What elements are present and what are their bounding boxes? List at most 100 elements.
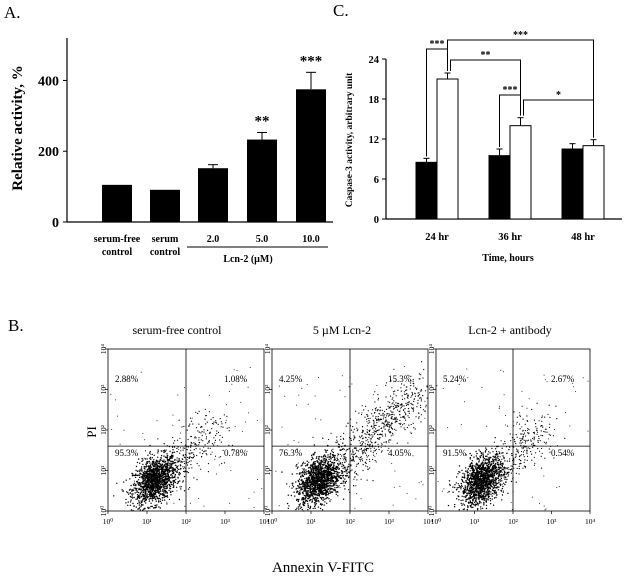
flow-scatter-point xyxy=(171,475,173,477)
flow-scatter-point xyxy=(156,488,158,490)
flow-scatter-point xyxy=(219,434,221,437)
flow-scatter-point xyxy=(139,462,141,464)
flow-scatter-point xyxy=(307,491,309,493)
panel-a-y-axis-label: Relative activity, % xyxy=(10,65,26,190)
flow-scatter-point xyxy=(508,449,510,451)
flow-scatter-point xyxy=(363,409,365,411)
flow-scatter-point xyxy=(422,409,424,411)
flow-y-tick-label: 10¹ xyxy=(263,466,272,476)
flow-quadrant-lower-left: 76.3% xyxy=(279,448,303,458)
flow-scatter-point xyxy=(418,395,420,397)
flow-scatter-point xyxy=(261,488,263,490)
flow-scatter-point xyxy=(388,426,391,428)
flow-scatter-point xyxy=(341,462,343,464)
flow-scatter-point xyxy=(159,492,161,495)
flow-scatter-point xyxy=(324,489,327,492)
flow-scatter-point xyxy=(145,491,147,494)
flow-scatter-point xyxy=(417,392,419,394)
flow-scatter-point xyxy=(321,465,323,468)
flow-quadrant-lower-left: 95.3% xyxy=(115,448,139,458)
flow-scatter-point xyxy=(342,477,344,479)
flow-scatter-point xyxy=(493,493,495,495)
flow-scatter-point xyxy=(152,478,154,480)
flow-scatter-point xyxy=(304,498,306,500)
flow-scatter-point xyxy=(465,481,467,483)
flow-scatter-point xyxy=(297,485,299,487)
flow-scatter-point xyxy=(458,509,460,511)
flow-scatter-point xyxy=(187,446,189,448)
flow-scatter-point xyxy=(334,477,336,479)
flow-scatter-point xyxy=(165,449,167,451)
flow-scatter-point xyxy=(162,476,165,478)
flow-scatter-point xyxy=(214,455,217,457)
flow-scatter-point xyxy=(320,462,323,464)
flow-scatter-point xyxy=(143,498,145,500)
flow-scatter-point xyxy=(173,462,175,464)
flow-scatter-point xyxy=(495,450,498,453)
flow-scatter-point xyxy=(335,473,338,475)
flow-scatter-point xyxy=(312,458,314,460)
flow-scatter-point xyxy=(167,461,169,463)
flow-scatter-point xyxy=(350,429,353,431)
flow-scatter-point xyxy=(152,484,154,486)
flow-scatter-point xyxy=(371,442,373,444)
flow-scatter-point xyxy=(411,393,414,395)
flow-scatter-point xyxy=(339,462,342,464)
flow-scatter-point xyxy=(379,409,381,411)
flow-scatter-point xyxy=(322,499,324,502)
flow-scatter-point xyxy=(303,468,305,470)
flow-scatter-point xyxy=(318,475,320,477)
flow-scatter-point xyxy=(301,464,303,466)
flow-scatter-point xyxy=(366,421,368,423)
flow-scatter-point xyxy=(159,460,161,462)
flow-scatter-point xyxy=(492,462,495,464)
flow-scatter-point xyxy=(424,400,426,402)
flow-scatter-point xyxy=(333,463,335,465)
flow-scatter-point xyxy=(208,394,210,396)
flow-scatter-point xyxy=(321,472,324,474)
flow-scatter-point xyxy=(162,471,165,473)
flow-scatter-point xyxy=(166,478,168,480)
flow-scatter-point xyxy=(205,423,207,425)
flow-scatter-point xyxy=(176,439,179,441)
flow-y-tick-label: 10⁰ xyxy=(427,506,436,517)
flow-scatter-point xyxy=(145,496,148,498)
flow-scatter-point xyxy=(393,414,395,416)
flow-scatter-point xyxy=(201,434,203,437)
flow-scatter-point xyxy=(183,490,186,492)
flow-scatter-point xyxy=(487,453,489,455)
flow-scatter-point xyxy=(151,494,153,497)
flow-scatter-point xyxy=(413,400,415,402)
flow-scatter-point xyxy=(230,470,232,471)
flow-scatter-point xyxy=(493,475,495,477)
flow-scatter-point xyxy=(333,481,335,483)
flow-scatter-point xyxy=(366,429,368,431)
flow-scatter-point xyxy=(191,457,194,459)
flow-scatter-point xyxy=(153,494,155,497)
flow-scatter-point xyxy=(318,490,321,492)
flow-scatter-point xyxy=(318,472,321,474)
flow-scatter-point xyxy=(323,467,325,469)
flow-scatter-point xyxy=(139,506,141,509)
flow-scatter-point xyxy=(313,488,315,491)
flow-scatter-point xyxy=(292,486,295,488)
flow-scatter-point xyxy=(194,437,196,439)
flow-scatter-point xyxy=(136,461,139,464)
flow-scatter-point xyxy=(166,465,169,467)
flow-x-tick-label: 10⁴ xyxy=(423,517,434,526)
flow-scatter-point xyxy=(155,484,158,486)
flow-scatter-point xyxy=(165,495,168,498)
flow-scatter-point xyxy=(494,457,496,459)
flow-scatter-point xyxy=(372,419,374,421)
flow-scatter-point xyxy=(338,444,340,446)
flow-scatter-point xyxy=(144,472,146,474)
flow-scatter-point xyxy=(501,447,503,449)
flow-scatter-point xyxy=(165,490,167,493)
flow-quadrant-upper-left: 2.88% xyxy=(115,374,139,384)
flow-scatter-point xyxy=(162,487,165,489)
flow-scatter-point xyxy=(123,481,125,483)
flow-scatter-point xyxy=(385,384,387,386)
flow-scatter-point xyxy=(160,472,163,474)
flow-scatter-point xyxy=(412,422,414,424)
panel-c-y-tick-label: 12 xyxy=(369,135,380,146)
